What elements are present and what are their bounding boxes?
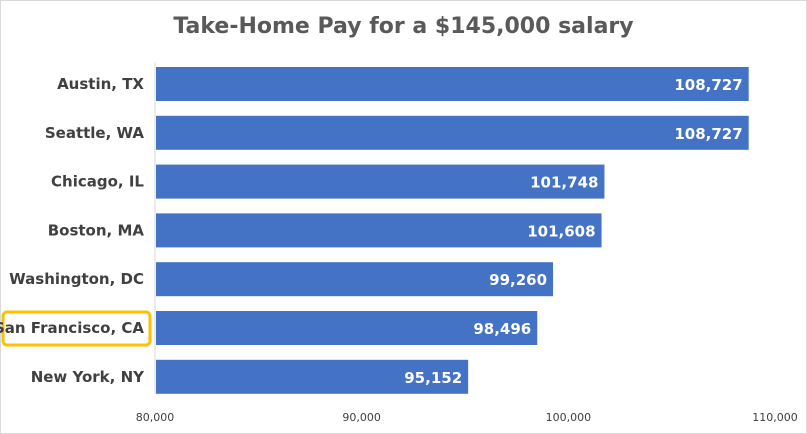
data-label: 108,727 <box>674 125 742 143</box>
category-label: Seattle, WA <box>45 124 145 142</box>
x-tick-label: 80,000 <box>136 411 175 424</box>
category-label: Washington, DC <box>9 270 144 288</box>
data-label: 98,496 <box>473 320 531 338</box>
bar <box>156 262 554 297</box>
data-label: 108,727 <box>674 76 742 94</box>
category-label: Chicago, IL <box>51 173 144 191</box>
data-label: 101,748 <box>530 174 598 192</box>
highlight-box <box>1 310 152 347</box>
x-tick-label: 90,000 <box>342 411 381 424</box>
bar <box>156 115 749 150</box>
category-label: Austin, TX <box>57 75 144 93</box>
bar <box>156 311 538 345</box>
bar <box>156 67 749 101</box>
chart-title: Take-Home Pay for a $145,000 salary <box>173 14 634 39</box>
category-label: Boston, MA <box>48 221 145 239</box>
bar <box>156 164 605 199</box>
category-label: New York, NY <box>31 368 145 386</box>
data-label: 95,152 <box>404 369 462 387</box>
category-label: San Francisco, CA <box>0 319 144 337</box>
bar <box>156 213 602 248</box>
data-label: 101,608 <box>527 222 595 240</box>
x-tick-label: 110,000 <box>752 411 798 424</box>
bar <box>156 359 469 394</box>
data-label: 99,260 <box>489 271 547 289</box>
x-tick-label: 100,000 <box>546 411 592 424</box>
